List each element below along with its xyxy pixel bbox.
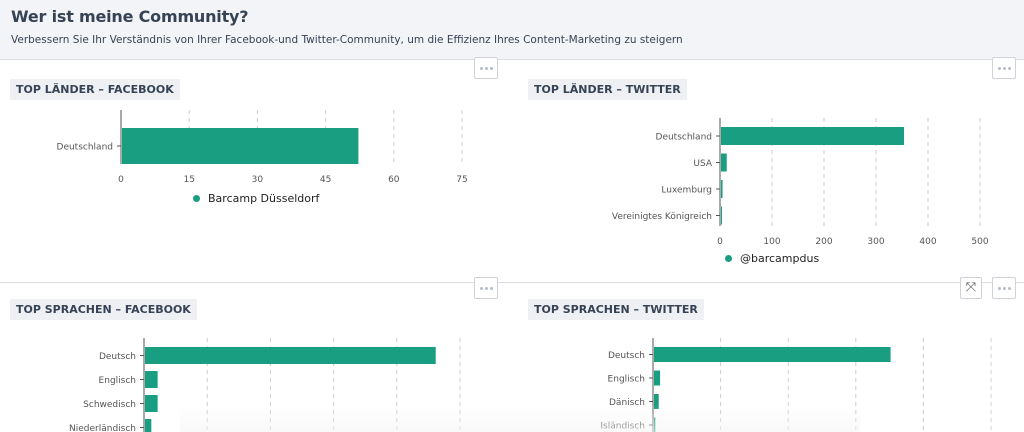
x-tick-label: 60 bbox=[388, 175, 400, 185]
chart-fb-countries: Deutschland 0 15 30 45 60 75 bbox=[57, 110, 468, 185]
expand-icon[interactable]: ⤧ bbox=[960, 277, 982, 299]
category-label: Dänisch bbox=[609, 398, 645, 408]
bar-usa bbox=[721, 153, 727, 172]
bar-luxemburg bbox=[721, 180, 723, 198]
x-tick-label: 100 bbox=[763, 237, 780, 247]
legend-tw-countries[interactable]: @barcampdus bbox=[725, 252, 819, 265]
x-tick-label: 0 bbox=[118, 175, 124, 185]
legend-dot bbox=[725, 254, 732, 262]
x-tick-label: 0 bbox=[717, 237, 723, 247]
bar-englisch bbox=[654, 370, 661, 386]
more-options-button-fb-languages[interactable] bbox=[474, 277, 498, 299]
bar-schwedisch bbox=[145, 395, 158, 412]
bar-deutsch bbox=[654, 347, 891, 362]
bar-vereinigtes-k-nigreich bbox=[721, 206, 723, 225]
legend-dot bbox=[193, 194, 200, 202]
legend-label: @barcampdus bbox=[740, 252, 820, 265]
more-options-button-fb-countries[interactable] bbox=[474, 57, 498, 79]
panel-title-fb-countries: TOP LÄNDER – FACEBOOK bbox=[10, 79, 180, 100]
panel-title-tw-countries: TOP LÄNDER – TWITTER bbox=[528, 79, 687, 100]
x-tick-label: 300 bbox=[867, 237, 884, 247]
category-label: Luxemburg bbox=[661, 186, 712, 196]
bar-deutschland bbox=[122, 128, 359, 164]
page-header: Wer ist meine Community? Verbessern Sie … bbox=[0, 0, 1024, 60]
bar-d-nisch bbox=[654, 394, 659, 409]
legend-fb-countries[interactable]: Barcamp Düsseldorf bbox=[193, 192, 319, 205]
category-label: Schwedisch bbox=[83, 400, 136, 410]
category-label: Niederländisch bbox=[69, 424, 136, 432]
category-label: Englisch bbox=[99, 376, 136, 386]
chart-tw-languages: DeutschEnglischDänischIsländisch bbox=[600, 338, 992, 432]
x-tick-label: 45 bbox=[320, 175, 331, 185]
panel-title-tw-languages: TOP SPRACHEN – TWITTER bbox=[528, 299, 704, 320]
x-tick-label: 500 bbox=[971, 237, 988, 247]
x-tick-label: 15 bbox=[183, 175, 194, 185]
category-label: Englisch bbox=[608, 375, 645, 385]
x-tick-label: 30 bbox=[252, 175, 264, 185]
x-tick-label: 75 bbox=[456, 175, 467, 185]
row-divider bbox=[0, 282, 1024, 283]
panel-title-fb-languages: TOP SPRACHEN – FACEBOOK bbox=[10, 299, 197, 320]
page-title: Wer ist meine Community? bbox=[11, 7, 249, 26]
bar-niederl-ndisch bbox=[145, 419, 152, 432]
category-label: Deutschland bbox=[57, 143, 113, 153]
bar-englisch bbox=[145, 371, 158, 388]
category-label: Deutschland bbox=[656, 133, 712, 143]
category-label: USA bbox=[693, 159, 712, 169]
category-label: Vereinigtes Königreich bbox=[612, 212, 712, 222]
bottom-fade bbox=[180, 405, 860, 432]
chart-tw-countries: Deutschland USA Luxemburg Vereinigtes König… bbox=[612, 118, 989, 247]
x-tick-label: 400 bbox=[919, 237, 936, 247]
bar-deutsch bbox=[145, 347, 436, 364]
page-subtitle: Verbessern Sie Ihr Verständnis von Ihrer… bbox=[11, 34, 683, 46]
legend-label: Barcamp Düsseldorf bbox=[208, 192, 320, 205]
category-label: Deutsch bbox=[608, 351, 645, 361]
x-tick-label: 200 bbox=[815, 237, 832, 247]
category-label: Deutsch bbox=[99, 352, 136, 362]
more-options-button-tw-countries[interactable] bbox=[992, 57, 1016, 79]
more-options-button-tw-languages[interactable] bbox=[992, 277, 1016, 299]
bar-deutschland bbox=[721, 127, 905, 145]
